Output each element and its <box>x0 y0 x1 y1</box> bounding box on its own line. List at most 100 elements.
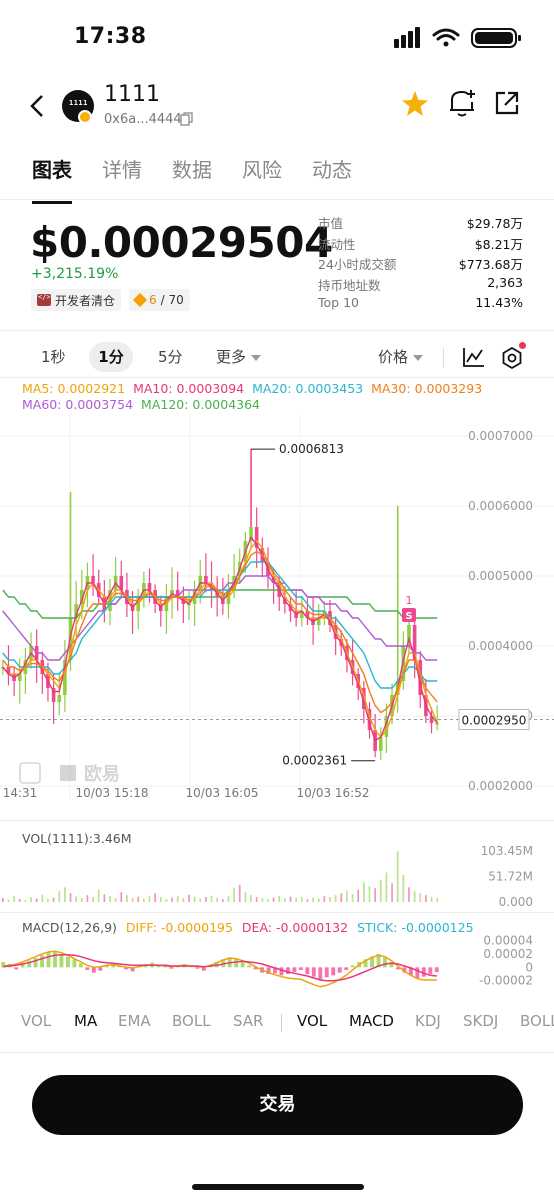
macd-histogram-bar <box>279 967 284 976</box>
macd-histogram-bar <box>98 967 103 971</box>
macd-histogram-bar <box>46 952 51 968</box>
volume-bar <box>114 898 117 902</box>
ma-legend-item: MA120: 0.0004364 <box>141 397 261 412</box>
back-icon[interactable] <box>26 92 50 120</box>
y-tick-label: 0.0002000 <box>468 779 533 793</box>
status-bar: 17:38 <box>0 0 554 72</box>
home-indicator[interactable] <box>192 1184 364 1190</box>
share-icon[interactable] <box>494 90 520 116</box>
trade-button[interactable]: 交易 <box>32 1075 523 1135</box>
volume-bar <box>24 900 27 902</box>
volume-bar <box>216 897 219 902</box>
timeframe-more-label: 更多 <box>216 348 247 366</box>
volume-bar <box>159 897 162 902</box>
dev-status-tag[interactable]: 开发者清仓 <box>31 289 122 311</box>
tab-chart[interactable]: 图表 <box>32 154 72 204</box>
ma-legend-item: MA60: 0.0003754 <box>22 397 134 412</box>
volume-bar <box>182 898 185 902</box>
toolbar-divider <box>443 348 444 368</box>
indicator-main-ema[interactable]: EMA <box>118 1012 151 1030</box>
indicator-sub-macd[interactable]: MACD <box>349 1012 394 1030</box>
volume-bar <box>171 897 173 902</box>
copy-icon[interactable] <box>180 112 194 126</box>
macd-tick-label: 0.00002 <box>483 947 533 961</box>
macd-histogram-bar <box>85 967 90 970</box>
notification-dot <box>519 342 526 349</box>
volume-bar <box>143 898 145 902</box>
current-price: $0.00029504 <box>30 218 333 267</box>
macd-histogram-bar <box>434 967 439 972</box>
indicator-main-sar[interactable]: SAR <box>233 1012 264 1030</box>
macd-histogram-bar <box>305 967 310 974</box>
timeframe-1m[interactable]: 1分 <box>89 342 133 372</box>
indicator-sub-kdj[interactable]: KDJ <box>415 1012 441 1030</box>
volume-bar <box>193 896 196 902</box>
macd-tick-label: 0 <box>525 960 533 974</box>
chart-type-select[interactable]: 价格 <box>378 346 424 367</box>
star-icon[interactable] <box>401 90 429 118</box>
volume-bar <box>312 897 314 902</box>
volume-bar <box>413 891 416 902</box>
indicator-sub-vol[interactable]: VOL <box>297 1012 328 1030</box>
settings-icon[interactable] <box>500 346 524 370</box>
volume-bar <box>80 898 83 902</box>
volume-bar <box>334 895 337 902</box>
timeframe-more[interactable]: 更多 <box>216 346 262 367</box>
timeframe-5m[interactable]: 5分 <box>158 348 183 366</box>
volume-bar <box>41 894 44 902</box>
macd-histogram-bar <box>337 967 342 973</box>
macd-histogram-bar <box>72 959 77 968</box>
macd-histogram-bar <box>421 967 426 977</box>
bell-plus-icon[interactable] <box>448 88 476 118</box>
candle-body <box>384 716 389 737</box>
volume-bar <box>131 897 134 902</box>
x-tick-label: 14:31 <box>3 786 38 800</box>
macd-histogram-bar <box>240 962 245 968</box>
ma20-line <box>2 561 438 689</box>
price-change: +3,215.19% <box>31 266 119 282</box>
tab-data[interactable]: 数据 <box>172 158 212 182</box>
indicator-sub-skdj[interactable]: SKDJ <box>463 1012 499 1030</box>
macd-histogram-bar <box>91 967 96 973</box>
chevron-down-icon <box>413 354 424 361</box>
volume-bar <box>425 895 427 902</box>
section-divider <box>0 1052 554 1053</box>
macd-tick-label: -0.00002 <box>479 974 533 988</box>
volume-bar <box>154 893 156 902</box>
y-tick-label: 0.0005000 <box>468 569 533 583</box>
volume-bar <box>75 896 77 902</box>
x-tick-label: 10/03 16:05 <box>186 786 259 800</box>
volume-bar <box>210 895 213 902</box>
volume-bar <box>323 896 326 902</box>
holder-tag[interactable]: 6 / 70 <box>129 289 190 311</box>
indicator-icon[interactable] <box>462 346 486 368</box>
stat-top10: Top 10 11.43% <box>318 295 523 310</box>
volume-chart: 103.45M 51.72M 0.000 <box>1 844 533 909</box>
ma-legend-item: MA30: 0.0003293 <box>371 381 483 396</box>
stat-liquidity: 流动性 $8.21万 <box>318 236 523 252</box>
volume-bar <box>137 896 140 902</box>
indicator-main-ma[interactable]: MA <box>74 1012 98 1030</box>
tab-details[interactable]: 详情 <box>102 158 142 182</box>
tab-divider <box>0 199 554 200</box>
macd-histogram-bar <box>350 965 355 968</box>
timeframe-1s[interactable]: 1秒 <box>41 348 66 366</box>
macd-histogram-bar <box>266 967 271 974</box>
volume-bar <box>47 899 49 902</box>
price-chart[interactable]: 0.0007000 0.0006000 0.0005000 0.0004000 0.00… <box>0 415 554 800</box>
volume-bar <box>18 899 21 902</box>
volume-bar <box>261 898 264 902</box>
stat-holders: 持币地址数 2,363 <box>318 274 523 293</box>
volume-bar <box>109 896 111 902</box>
macd-histogram-bar <box>311 967 316 977</box>
volume-bar <box>238 884 241 902</box>
section-divider <box>0 330 554 331</box>
tab-risk[interactable]: 风险 <box>242 158 282 182</box>
indicator-main-vol[interactable]: VOL <box>21 1012 52 1030</box>
section-divider <box>0 377 554 378</box>
volume-bar <box>408 887 410 902</box>
indicator-sub-boll[interactable]: BOLL <box>520 1012 554 1030</box>
tab-activity[interactable]: 动态 <box>312 158 352 182</box>
indicator-main-boll[interactable]: BOLL <box>172 1012 211 1030</box>
